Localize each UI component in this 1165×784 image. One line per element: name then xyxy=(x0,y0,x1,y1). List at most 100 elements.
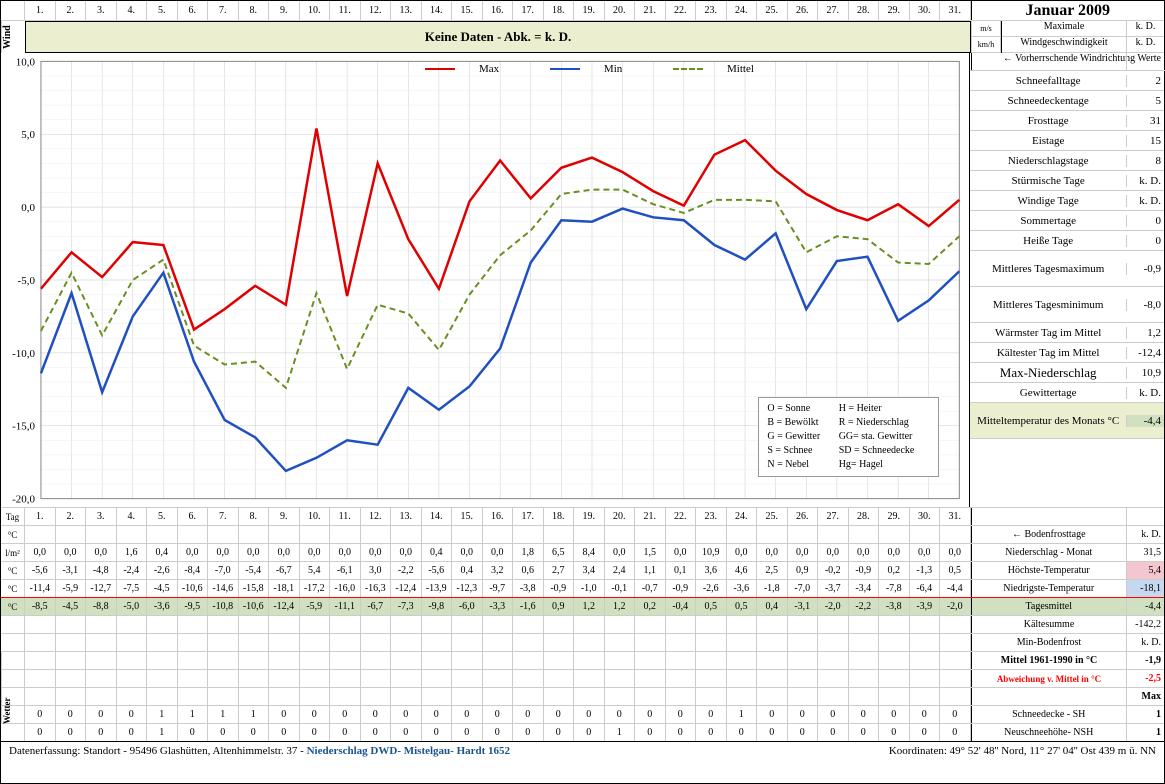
cell xyxy=(422,526,453,543)
cell: 0 xyxy=(56,706,87,723)
cell: -10,6 xyxy=(178,580,209,597)
cell: 22. xyxy=(666,508,697,525)
stat-value: 1,2 xyxy=(1126,327,1164,339)
cell: -13,9 xyxy=(422,580,453,597)
cell xyxy=(208,526,239,543)
cell: 0 xyxy=(635,724,666,741)
cell: 0 xyxy=(513,706,544,723)
stat-value: -4,4 xyxy=(1126,415,1164,427)
mittel-label: °C xyxy=(1,598,25,615)
cell: -3,7 xyxy=(818,580,849,597)
cell: 21. xyxy=(635,1,666,20)
cell: -2,2 xyxy=(391,562,422,579)
cell: 1 xyxy=(727,706,758,723)
cell: 10,9 xyxy=(696,544,727,561)
cell: 0 xyxy=(25,724,56,741)
precip-month-val: 31,5 xyxy=(1126,544,1164,561)
cell: -5,9 xyxy=(300,598,331,615)
cell: 0,9 xyxy=(544,598,575,615)
cell: -9,8 xyxy=(422,598,453,615)
cell: -11,4 xyxy=(25,580,56,597)
cell: 1,5 xyxy=(635,544,666,561)
wind-max-lbl: Maximale xyxy=(1002,21,1126,36)
cell: -1,0 xyxy=(574,580,605,597)
footer-prefix: Datenerfassung: Standort - 95496 Glashüt… xyxy=(9,745,307,757)
cell: 10. xyxy=(300,508,331,525)
tag-row: Tag 1.2.3.4.5.6.7.8.9.10.11.12.13.14.15.… xyxy=(1,507,1164,525)
mittel6190-lbl: Mittel 1961-1990 in °C xyxy=(972,652,1126,669)
cell: 0 xyxy=(300,724,331,741)
cell: 0 xyxy=(86,706,117,723)
wind-label: Wind xyxy=(1,21,25,53)
cell: 8,4 xyxy=(574,544,605,561)
cell: 22. xyxy=(666,1,697,20)
cell: -0,9 xyxy=(849,562,880,579)
cell xyxy=(727,526,758,543)
cell xyxy=(849,526,880,543)
tag-label: Tag xyxy=(1,508,25,525)
cell: 1,6 xyxy=(117,544,148,561)
cell: 20. xyxy=(605,1,636,20)
cell: 2. xyxy=(56,1,87,20)
cell: 0 xyxy=(361,724,392,741)
wind-band: Keine Daten - Abk. = k. D. xyxy=(25,21,971,53)
cell: 0 xyxy=(849,706,880,723)
cell: -1,8 xyxy=(757,580,788,597)
cell: 15. xyxy=(452,508,483,525)
wind-speed-lbl: Windgeschwindigkeit xyxy=(1002,37,1126,52)
cell xyxy=(117,526,148,543)
cell: -5,6 xyxy=(25,562,56,579)
cell: 11. xyxy=(330,508,361,525)
stat-value: 15 xyxy=(1126,135,1164,147)
cell: 8. xyxy=(239,1,270,20)
cell xyxy=(940,526,971,543)
cell xyxy=(330,526,361,543)
cell: 10. xyxy=(300,1,331,20)
min-temp-lbl: Niedrigste-Temperatur xyxy=(972,580,1127,597)
cell: 0 xyxy=(757,706,788,723)
bodenfrost-lbl: ← Bodenfrosttage xyxy=(972,526,1127,543)
cell: 0,6 xyxy=(513,562,544,579)
cell: -2,2 xyxy=(849,598,880,615)
stat-value: k. D. xyxy=(1126,175,1164,187)
cell: 0,0 xyxy=(300,544,331,561)
cell xyxy=(666,526,697,543)
cell: 0 xyxy=(849,724,880,741)
cell: -6,1 xyxy=(330,562,361,579)
cell: -2,6 xyxy=(696,580,727,597)
cell: 0 xyxy=(269,706,300,723)
cell: 19. xyxy=(574,1,605,20)
cell: -10,6 xyxy=(239,598,270,615)
cell: 0 xyxy=(361,706,392,723)
cell: 13. xyxy=(391,1,422,20)
cell: 0,2 xyxy=(879,562,910,579)
stat-value: -0,9 xyxy=(1126,263,1164,275)
cell: 18. xyxy=(544,508,575,525)
footer: Datenerfassung: Standort - 95496 Glashüt… xyxy=(1,741,1164,759)
cell: 0,1 xyxy=(666,562,697,579)
cell: 0 xyxy=(696,706,727,723)
stat-value: 8 xyxy=(1126,155,1164,167)
stat-value: 2 xyxy=(1126,75,1164,87)
stat-value: k. D. xyxy=(1126,387,1164,399)
cell: 0 xyxy=(483,706,514,723)
cell: 0 xyxy=(452,724,483,741)
cell: 1 xyxy=(147,724,178,741)
cell: 28. xyxy=(849,508,880,525)
cell: 9. xyxy=(269,1,300,20)
svg-text:10,0: 10,0 xyxy=(16,56,36,68)
cell: -3,6 xyxy=(727,580,758,597)
cell xyxy=(25,526,56,543)
max-label: °C xyxy=(1,562,25,579)
cell: 0,0 xyxy=(818,544,849,561)
cell: 0 xyxy=(239,724,270,741)
legend-min: Min xyxy=(604,63,622,75)
cell xyxy=(391,526,422,543)
stat-label: Frosttage xyxy=(970,115,1126,127)
cell xyxy=(879,526,910,543)
wind-speed-val: k. D. xyxy=(1126,37,1164,52)
cell: 0,0 xyxy=(391,544,422,561)
cell: 23. xyxy=(696,508,727,525)
cell: 0,0 xyxy=(788,544,819,561)
cell: 1 xyxy=(178,706,209,723)
